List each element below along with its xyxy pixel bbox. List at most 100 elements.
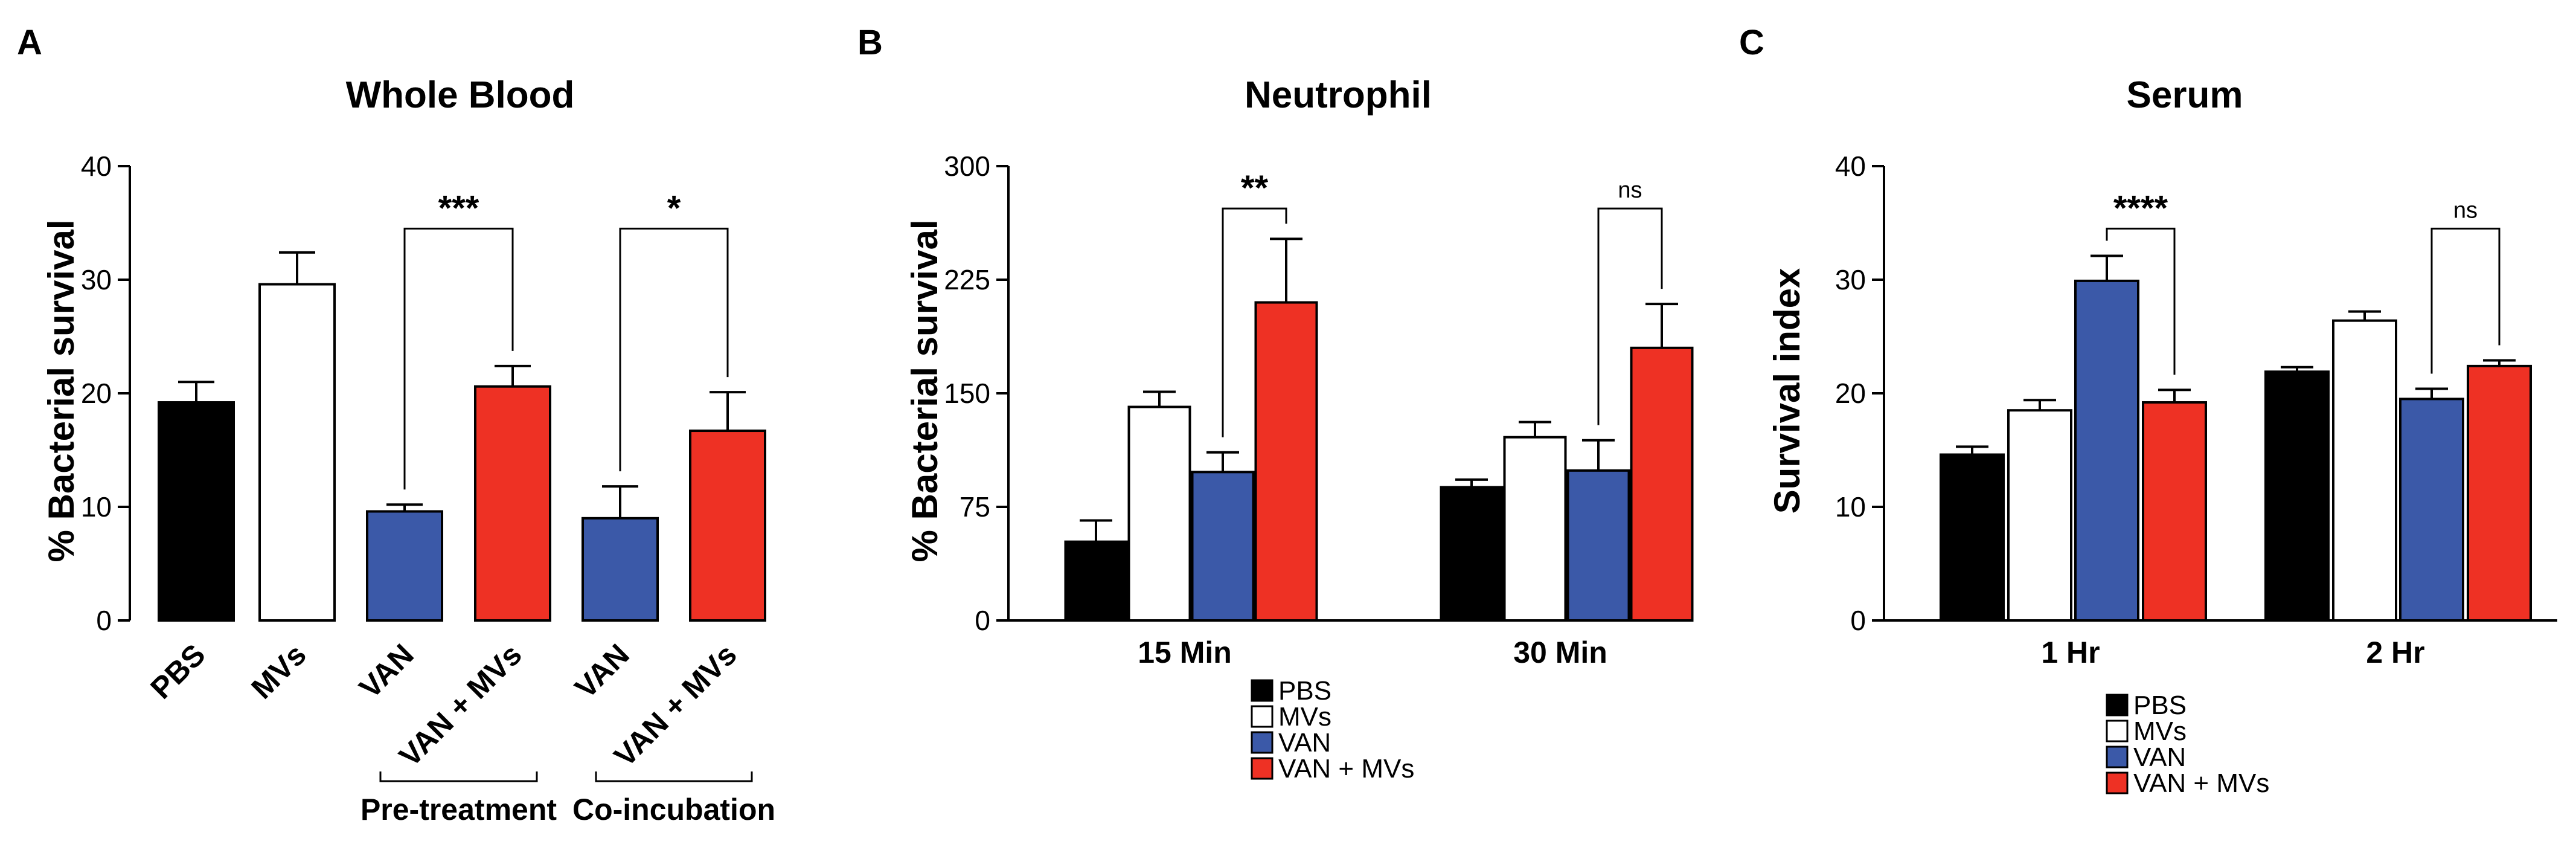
panel-a-significance-bracket: [403, 227, 514, 490]
panel-b-legend-swatch: [1251, 731, 1274, 754]
panel-b-significance-bracket: [1222, 207, 1287, 437]
panel-a-error-bars: [178, 251, 746, 518]
panel-b: B Neutrophil % Bacterial survival 0 75 150…: [857, 23, 1694, 784]
panel-b-significance-bracket: [1597, 207, 1663, 425]
panel-a-group-label: Pre-treatment: [360, 793, 557, 826]
panel-c-y-tick-label: 0: [1850, 605, 1866, 636]
panel-b-significance-label: ns: [1618, 178, 1642, 203]
panel-b-bars: [1064, 301, 1694, 622]
panel-a: A Whole Blood % Bacterial survival 0 10 20…: [17, 23, 775, 826]
panel-a-significance-label: *: [667, 188, 681, 228]
panel-a-y-axis-label: % Bacterial survival: [41, 220, 82, 562]
panel-b-bar: [1566, 469, 1630, 622]
panel-b-legend-swatch: [1251, 679, 1274, 702]
panel-c-error-bars: [1956, 254, 2516, 455]
panel-b-bar: [1440, 486, 1504, 622]
panel-c-legend-label: VAN + MVs: [2133, 768, 2269, 798]
panel-c-bars: [1940, 279, 2532, 622]
panel-a-bar: [366, 510, 443, 622]
panel-c-bar: [2399, 398, 2464, 622]
panel-b-error-bars: [1080, 237, 1678, 542]
panel-c-legend-label: MVs: [2133, 717, 2187, 746]
panel-b-legend-label: PBS: [1278, 676, 1331, 706]
panel-c-y-tick-label: 20: [1835, 378, 1866, 409]
panel-c-legend-swatch: [2106, 746, 2129, 768]
panel-c-x-tick-label: 1 Hr: [2041, 636, 2100, 669]
panel-a-bar: [474, 385, 551, 622]
panel-b-legend-swatch: [1251, 705, 1274, 728]
panel-a-title: Whole Blood: [346, 74, 575, 116]
panel-a-x-tick-label: VAN: [353, 637, 420, 705]
panel-a-bars: [158, 283, 766, 622]
panel-a-significance-label: ***: [438, 188, 479, 228]
panel-c-y-axis-label: Survival index: [1767, 268, 1807, 514]
panel-b-bar: [1630, 346, 1694, 622]
panel-a-y-tick-label: 0: [96, 605, 112, 636]
panel-b-legend-label: VAN + MVs: [1278, 754, 1414, 784]
panel-b-y-tick-label: 225: [944, 264, 990, 295]
panel-b-bar: [1127, 405, 1191, 622]
panel-a-bar: [689, 430, 766, 622]
panel-c-legend-label: PBS: [2133, 691, 2187, 720]
panel-a-y-tick-label: 30: [81, 264, 112, 295]
panel-c-bar: [2264, 370, 2330, 622]
panel-c-significance-bracket: [2430, 227, 2501, 374]
panel-a-x-tick-label: PBS: [144, 637, 211, 705]
panel-b-y-tick-label: 0: [975, 605, 990, 636]
panel-c-x-tick-labels: 1 Hr 2 Hr: [2041, 636, 2424, 669]
panel-a-y-tick-label: 40: [81, 150, 112, 182]
panel-b-bar: [1191, 471, 1255, 622]
panel-a-bar: [582, 517, 659, 622]
panel-c-y-tick-label: 40: [1835, 150, 1866, 182]
panel-b-legend-swatch: [1251, 757, 1274, 780]
panel-b-y-tick-label: 75: [960, 491, 990, 523]
panel-c-bar: [2332, 319, 2397, 622]
panel-b-label: B: [857, 23, 883, 62]
panel-b-significance-label: **: [1241, 169, 1269, 208]
panel-b-legend-label: MVs: [1278, 702, 1331, 732]
panel-b-y-tick-label: 150: [944, 378, 990, 409]
panel-c-legend-swatch: [2106, 720, 2129, 742]
panel-a-y-tick-label: 10: [81, 491, 112, 523]
panel-c-significance-label: ns: [2453, 198, 2478, 223]
panel-c-bar: [2074, 279, 2139, 622]
panel-b-x-tick-labels: 15 Min 30 Min: [1138, 636, 1607, 669]
panel-a-label: A: [17, 23, 42, 62]
panel-b-y-axis-label: % Bacterial survival: [905, 220, 945, 562]
panel-b-title: Neutrophil: [1245, 74, 1432, 116]
panel-a-brackets: Pre-treatment Co-incubation: [360, 771, 775, 826]
panel-a-y-tick-label: 20: [81, 378, 112, 409]
panel-b-bar: [1064, 540, 1128, 622]
panel-c-y-tick-label: 10: [1835, 491, 1866, 523]
panel-a-group-bracket: [595, 771, 753, 782]
panel-c-legend-swatch: [2106, 694, 2129, 717]
panel-c: C Serum Survival index 0 10 20 30 40 1 Hr 2 H…: [1739, 23, 2557, 798]
panel-c-bar: [1940, 453, 2005, 622]
panel-b-bar: [1503, 436, 1567, 622]
panel-c-title: Serum: [2127, 74, 2243, 116]
panel-c-bar: [2007, 409, 2072, 622]
panel-c-significance-bracket: [2106, 227, 2176, 375]
panel-b-significance: ** ns: [1222, 169, 1663, 437]
panel-a-bar: [158, 401, 235, 622]
panel-b-bar: [1254, 301, 1318, 622]
panel-c-significance-label: ****: [2113, 188, 2168, 228]
panel-a-x-tick-label: VAN: [568, 637, 636, 705]
panel-a-x-tick-label: MVs: [245, 637, 312, 705]
panel-c-legend-label: VAN: [2133, 742, 2186, 772]
panel-b-legend-label: VAN: [1278, 728, 1331, 758]
panel-a-significance-bracket: [619, 227, 729, 472]
panel-c-bar: [2467, 364, 2532, 622]
panel-a-group-bracket: [379, 771, 538, 782]
panel-a-significance: *** *: [403, 188, 729, 490]
panel-c-bar: [2142, 401, 2207, 622]
panel-b-y-tick-label: 300: [944, 150, 990, 182]
panel-c-significance: **** ns: [2106, 188, 2501, 375]
panel-c-legend-swatch: [2106, 771, 2129, 794]
panel-c-label: C: [1739, 23, 1764, 62]
panel-b-x-tick-label: 30 Min: [1513, 636, 1607, 669]
panel-a-bar: [258, 283, 336, 622]
